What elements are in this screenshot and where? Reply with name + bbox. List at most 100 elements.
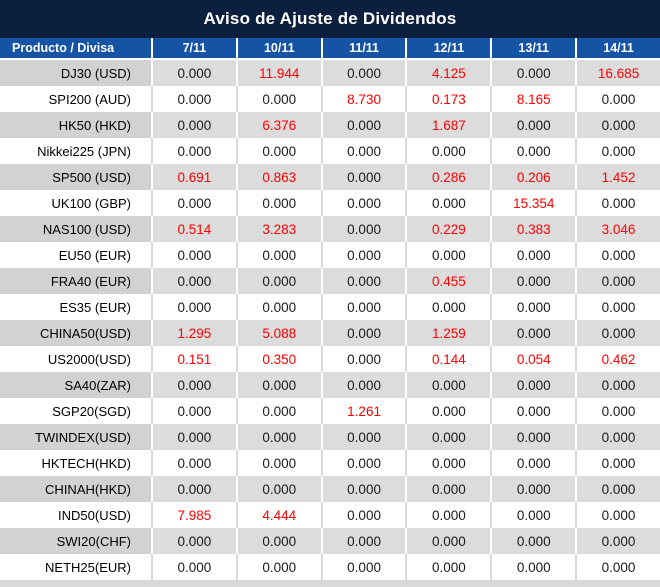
value-cell: 1.295 bbox=[151, 320, 236, 346]
value-cell: 0.000 bbox=[320, 372, 406, 398]
value-cell: 0.000 bbox=[151, 60, 236, 86]
value-cell: 0.455 bbox=[405, 268, 491, 294]
value-cell: 0.000 bbox=[405, 372, 491, 398]
date-column-header: 10/11 bbox=[235, 38, 321, 58]
value-cell: 0.691 bbox=[151, 164, 236, 190]
table-row: TWINDEX(USD) 0.000 0.000 0.000 0.000 0.000 0.0… bbox=[0, 424, 660, 450]
date-column-header: 11/11 bbox=[320, 38, 406, 58]
table-body: DJ30 (USD) 0.000 11.944 0.000 4.125 0.000 16.6… bbox=[0, 60, 660, 580]
value-cell: 0.000 bbox=[575, 554, 660, 580]
product-cell: SP500 (USD) bbox=[0, 164, 151, 190]
product-cell: SWI20(CHF) bbox=[0, 528, 151, 554]
value-cell: 0.151 bbox=[151, 346, 236, 372]
value-cell: 0.000 bbox=[405, 502, 491, 528]
table-row: SGP20(SGD) 0.000 0.000 1.261 0.000 0.000 0.000 bbox=[0, 398, 660, 424]
value-cell: 0.000 bbox=[151, 242, 236, 268]
value-cell: 0.000 bbox=[235, 424, 321, 450]
value-cell: 0.054 bbox=[490, 346, 576, 372]
table-row: HKTECH(HKD) 0.000 0.000 0.000 0.000 0.000 0.00… bbox=[0, 450, 660, 476]
value-cell: 4.444 bbox=[235, 502, 321, 528]
value-cell: 1.687 bbox=[405, 112, 491, 138]
value-cell: 5.088 bbox=[235, 320, 321, 346]
value-cell: 0.000 bbox=[151, 190, 236, 216]
table-row: FRA40 (EUR) 0.000 0.000 0.000 0.455 0.000 0.00… bbox=[0, 268, 660, 294]
value-cell: 0.000 bbox=[151, 112, 236, 138]
table-row: UK100 (GBP) 0.000 0.000 0.000 0.000 15.354 0.0… bbox=[0, 190, 660, 216]
value-cell: 0.000 bbox=[151, 450, 236, 476]
date-column-header: 13/11 bbox=[490, 38, 575, 58]
table-row: SWI20(CHF) 0.000 0.000 0.000 0.000 0.000 0.000 bbox=[0, 528, 660, 554]
value-cell: 0.173 bbox=[405, 86, 491, 112]
value-cell: 0.000 bbox=[575, 268, 660, 294]
value-cell: 0.000 bbox=[235, 268, 321, 294]
table-row: ES35 (EUR) 0.000 0.000 0.000 0.000 0.000 0.000 bbox=[0, 294, 660, 320]
date-column-header: 12/11 bbox=[405, 38, 490, 58]
value-cell: 0.000 bbox=[405, 242, 491, 268]
value-cell: 0.000 bbox=[320, 502, 406, 528]
product-cell: US2000(USD) bbox=[0, 346, 151, 372]
value-cell: 16.685 bbox=[575, 60, 660, 86]
value-cell: 0.000 bbox=[235, 450, 321, 476]
product-cell: CHINA50(USD) bbox=[0, 320, 151, 346]
value-cell: 0.000 bbox=[320, 476, 406, 502]
value-cell: 0.000 bbox=[575, 424, 660, 450]
value-cell: 0.229 bbox=[405, 216, 491, 242]
value-cell: 0.000 bbox=[490, 320, 576, 346]
table-row: NAS100 (USD) 0.514 3.283 0.000 0.229 0.383 3.0… bbox=[0, 216, 660, 242]
value-cell: 0.000 bbox=[490, 372, 576, 398]
value-cell: 0.000 bbox=[320, 242, 406, 268]
value-cell: 0.000 bbox=[490, 268, 576, 294]
value-cell: 0.000 bbox=[235, 554, 321, 580]
value-cell: 0.000 bbox=[490, 112, 576, 138]
value-cell: 0.000 bbox=[320, 346, 406, 372]
value-cell: 0.000 bbox=[235, 528, 321, 554]
product-cell: ES35 (EUR) bbox=[0, 294, 151, 320]
table-row: Nikkei225 (JPN) 0.000 0.000 0.000 0.000 0.000… bbox=[0, 138, 660, 164]
value-cell: 0.000 bbox=[575, 476, 660, 502]
value-cell: 0.286 bbox=[405, 164, 491, 190]
value-cell: 0.000 bbox=[320, 268, 406, 294]
table-row: DJ30 (USD) 0.000 11.944 0.000 4.125 0.000 16.6… bbox=[0, 60, 660, 86]
product-cell: SA40(ZAR) bbox=[0, 372, 151, 398]
value-cell: 0.000 bbox=[235, 86, 321, 112]
product-cell: SGP20(SGD) bbox=[0, 398, 151, 424]
value-cell: 1.259 bbox=[405, 320, 491, 346]
value-cell: 0.206 bbox=[490, 164, 576, 190]
value-cell: 0.383 bbox=[490, 216, 576, 242]
value-cell: 0.000 bbox=[575, 294, 660, 320]
value-cell: 4.125 bbox=[405, 60, 491, 86]
table-row: NETH25(EUR) 0.000 0.000 0.000 0.000 0.000 0.00… bbox=[0, 554, 660, 580]
value-cell: 0.000 bbox=[320, 164, 406, 190]
value-cell: 0.000 bbox=[151, 528, 236, 554]
value-cell: 0.000 bbox=[575, 450, 660, 476]
value-cell: 0.863 bbox=[235, 164, 321, 190]
value-cell: 0.350 bbox=[235, 346, 321, 372]
value-cell: 0.000 bbox=[151, 398, 236, 424]
value-cell: 0.000 bbox=[320, 450, 406, 476]
value-cell: 0.000 bbox=[575, 320, 660, 346]
value-cell: 0.000 bbox=[405, 424, 491, 450]
value-cell: 0.000 bbox=[320, 112, 406, 138]
table-row: SPI200 (AUD) 0.000 0.000 8.730 0.173 8.165 0.0… bbox=[0, 86, 660, 112]
product-cell: TWINDEX(USD) bbox=[0, 424, 151, 450]
table-row: CHINA50(USD) 1.295 5.088 0.000 1.259 0.000 0.0… bbox=[0, 320, 660, 346]
value-cell: 0.000 bbox=[490, 450, 576, 476]
value-cell: 0.000 bbox=[405, 476, 491, 502]
product-cell: HKTECH(HKD) bbox=[0, 450, 151, 476]
product-cell: NETH25(EUR) bbox=[0, 554, 151, 580]
product-cell: NAS100 (USD) bbox=[0, 216, 151, 242]
product-cell: IND50(USD) bbox=[0, 502, 151, 528]
value-cell: 0.000 bbox=[575, 138, 660, 164]
product-cell: EU50 (EUR) bbox=[0, 242, 151, 268]
value-cell: 0.000 bbox=[320, 424, 406, 450]
value-cell: 0.000 bbox=[320, 60, 406, 86]
value-cell: 1.261 bbox=[320, 398, 406, 424]
table-row: US2000(USD) 0.151 0.350 0.000 0.144 0.054 0.46… bbox=[0, 346, 660, 372]
value-cell: 0.462 bbox=[575, 346, 660, 372]
value-cell: 0.000 bbox=[490, 502, 576, 528]
value-cell: 0.000 bbox=[320, 216, 406, 242]
page-title: Aviso de Ajuste de Dividendos bbox=[0, 0, 660, 38]
value-cell: 0.000 bbox=[235, 294, 321, 320]
value-cell: 11.944 bbox=[235, 60, 321, 86]
